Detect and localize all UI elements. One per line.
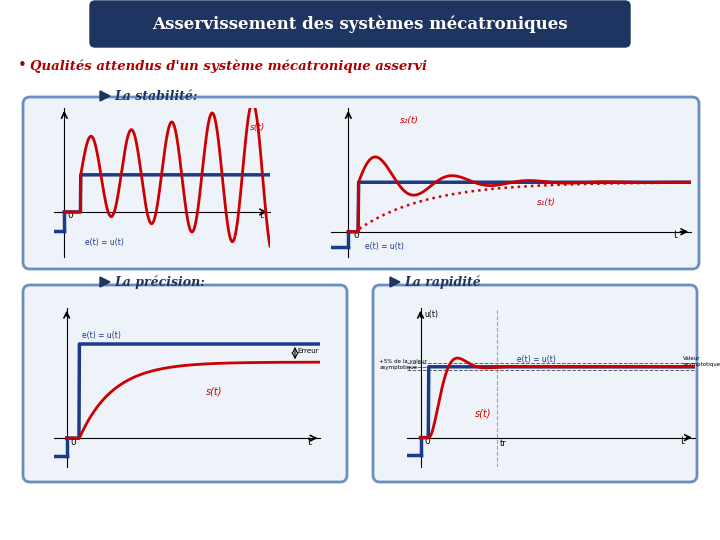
- Text: Erreur: Erreur: [297, 348, 319, 354]
- FancyBboxPatch shape: [23, 285, 347, 482]
- Polygon shape: [100, 277, 110, 287]
- Text: tr: tr: [500, 440, 507, 448]
- Text: 0: 0: [68, 211, 73, 220]
- Polygon shape: [390, 277, 400, 287]
- Text: La stabilité:: La stabilité:: [114, 90, 197, 103]
- Text: s₁(t): s₁(t): [537, 198, 556, 206]
- Text: 0: 0: [425, 436, 431, 446]
- FancyBboxPatch shape: [23, 97, 699, 269]
- FancyBboxPatch shape: [90, 1, 630, 47]
- Text: s₂(t): s₂(t): [400, 116, 418, 125]
- Text: t: t: [681, 435, 685, 445]
- Text: Valeur
asymptotique: Valeur asymptotique: [683, 356, 720, 367]
- Text: e(t) = u(t): e(t) = u(t): [82, 331, 121, 340]
- Text: t: t: [260, 210, 264, 220]
- Text: La précision:: La précision:: [114, 275, 205, 289]
- Text: s(t): s(t): [249, 123, 265, 132]
- Text: e(t) = u(t): e(t) = u(t): [516, 355, 555, 364]
- Text: Qualités attendus d'un système mécatronique asservi: Qualités attendus d'un système mécatroni…: [30, 59, 427, 73]
- Text: e(t) = u(t): e(t) = u(t): [366, 242, 405, 251]
- Text: +5% de la valeur
asymptotique: +5% de la valeur asymptotique: [379, 359, 427, 370]
- Text: 0: 0: [354, 231, 359, 240]
- Text: Asservissement des systèmes mécatroniques: Asservissement des systèmes mécatronique…: [152, 15, 568, 33]
- Text: s(t): s(t): [206, 387, 222, 397]
- Text: t: t: [307, 437, 312, 447]
- Text: 0: 0: [71, 438, 76, 447]
- Text: t: t: [674, 230, 678, 240]
- Text: u(t): u(t): [425, 309, 438, 319]
- Polygon shape: [100, 91, 110, 101]
- Text: •: •: [18, 58, 27, 73]
- Text: e(t) = u(t): e(t) = u(t): [85, 238, 124, 247]
- Text: La rapidité: La rapidité: [404, 275, 481, 289]
- Text: s(t): s(t): [475, 409, 492, 419]
- FancyBboxPatch shape: [373, 285, 697, 482]
